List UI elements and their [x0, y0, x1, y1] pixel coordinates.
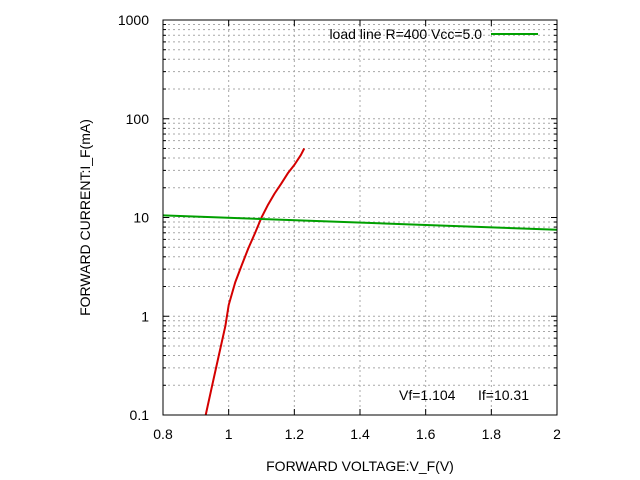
annotation-vf: Vf=1.104 — [399, 387, 456, 403]
x-tick-label: 1.2 — [285, 426, 305, 442]
x-tick-label: 1 — [225, 426, 233, 442]
legend: load line R=400 Vcc=5.0 — [329, 26, 538, 42]
series-line-forward-curve — [204, 148, 306, 416]
annotation-if: If=10.31 — [478, 387, 529, 403]
y-tick-label: 1000 — [118, 12, 149, 28]
series-line-load-line — [162, 214, 558, 231]
y-tick-label: 10 — [133, 210, 149, 226]
series-layer — [162, 148, 558, 416]
x-axis-label: FORWARD VOLTAGE:V_F(V) — [266, 458, 454, 474]
x-tick-label: 1.4 — [350, 426, 370, 442]
y-tick-label: 1 — [141, 308, 149, 324]
y-tick-label: 0.1 — [130, 407, 150, 423]
y-axis-label: FORWARD CURRENT:I_F(mA) — [77, 119, 93, 316]
plot-frame — [162, 19, 558, 416]
x-tick-label: 1.6 — [416, 426, 436, 442]
x-tick-label: 0.8 — [153, 426, 173, 442]
x-tick-label: 2 — [553, 426, 561, 442]
y-tick-label: 100 — [126, 111, 150, 127]
legend-label-load-line: load line R=400 Vcc=5.0 — [329, 26, 482, 42]
x-tick-label: 1.8 — [482, 426, 502, 442]
